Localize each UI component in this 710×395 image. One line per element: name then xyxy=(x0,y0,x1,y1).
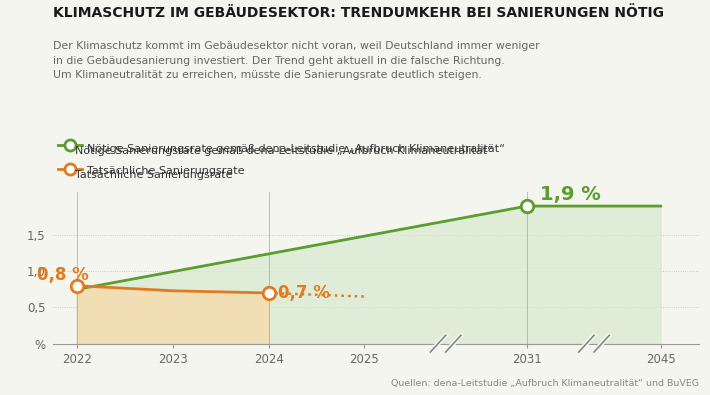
Text: Tatsächliche Sanierungsrate: Tatsächliche Sanierungsrate xyxy=(87,166,244,176)
Text: Nötige Sanierungsrate gemäß dena-Leitstudie „Aufbruch Klimaneutralität“: Nötige Sanierungsrate gemäß dena-Leitstu… xyxy=(87,144,505,154)
Text: KLIMASCHUTZ IM GEBÄUDESEKTOR: TRENDUMKEHR BEI SANIERUNGEN NÖTIG: KLIMASCHUTZ IM GEBÄUDESEKTOR: TRENDUMKEH… xyxy=(53,6,665,20)
Text: 0,8 %: 0,8 % xyxy=(37,266,89,284)
Text: Der Klimaschutz kommt im Gebäudesektor nicht voran, weil Deutschland immer wenig: Der Klimaschutz kommt im Gebäudesektor n… xyxy=(53,41,540,80)
Text: 0,7 %: 0,7 % xyxy=(278,284,330,303)
Text: Nötige Sanierungsrate gemäß dena-Leitstudie „Aufbruch Klimaneutralität“: Nötige Sanierungsrate gemäß dena-Leitstu… xyxy=(75,146,493,156)
Polygon shape xyxy=(77,206,661,344)
Polygon shape xyxy=(77,286,268,344)
Text: 1,9 %: 1,9 % xyxy=(540,185,600,204)
Text: Quellen: dena-Leitstudie „Aufbruch Klimaneutralität“ und BuVEG: Quellen: dena-Leitstudie „Aufbruch Klima… xyxy=(391,379,699,388)
Text: Tatsächliche Sanierungsrate: Tatsächliche Sanierungsrate xyxy=(75,170,232,180)
